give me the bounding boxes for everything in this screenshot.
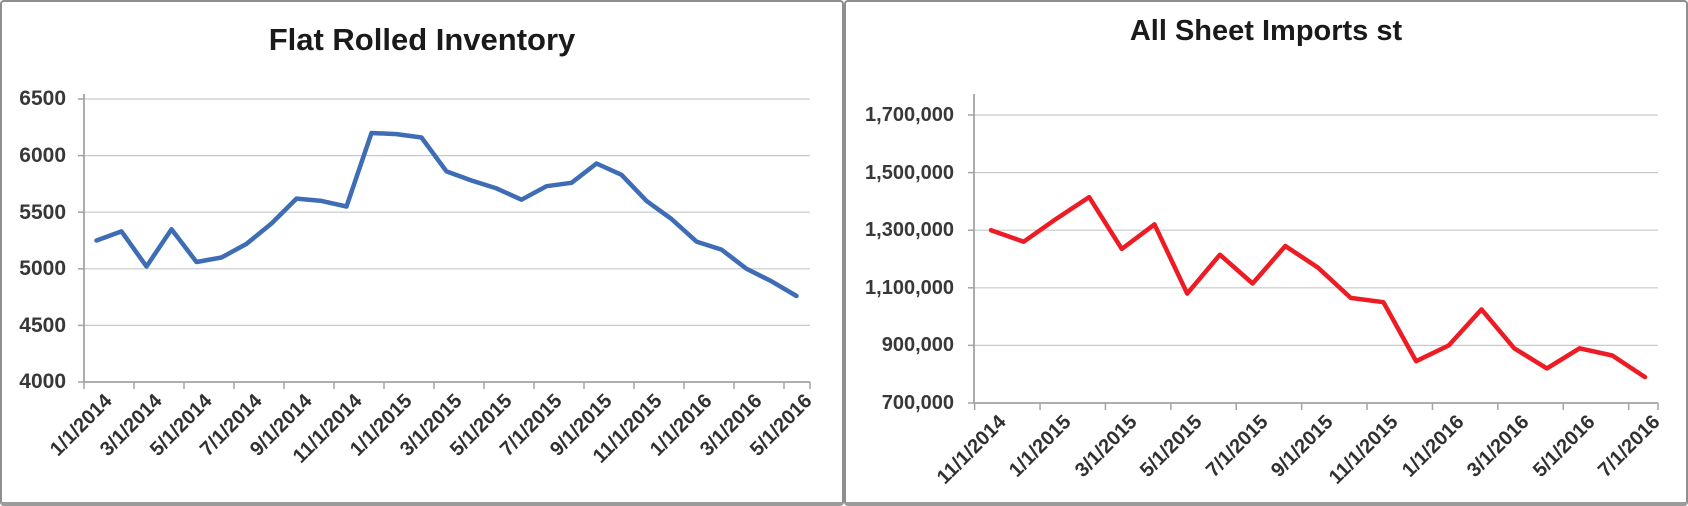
right-chart-panel: All Sheet Imports st 1,700,000 1,500,000 1… (844, 0, 1688, 506)
right-chart-svg (968, 94, 1659, 410)
y-axis-label: 1,500,000 (865, 161, 954, 184)
left-chart-plot-area: 6500 6000 5500 5000 4500 4000 1/1/2014 3/1/2014… (2, 2, 842, 502)
y-axis-label: 4000 (19, 370, 66, 394)
y-axis-label: 5500 (19, 200, 66, 224)
y-axis-label: 900,000 (881, 334, 954, 357)
right-chart-plot-area: 1,700,000 1,500,000 1,300,000 1,100,000 900,… (846, 2, 1686, 502)
y-axis-label: 6000 (19, 144, 66, 168)
left-chart-panel: Flat Rolled Inventory 6500 6000 5500 5000 45… (0, 0, 844, 506)
y-axis-label: 1,700,000 (865, 104, 954, 126)
right-chart-series-line (988, 194, 1648, 380)
right-chart-title: All Sheet Imports st (1129, 15, 1403, 47)
y-axis-label: 5000 (19, 257, 66, 281)
y-axis-label: 4500 (19, 313, 66, 337)
left-chart-svg (78, 94, 811, 389)
y-axis-label: 6500 (19, 87, 66, 111)
y-axis-label: 1,300,000 (865, 219, 954, 242)
left-chart-series-line (94, 130, 799, 299)
y-axis-label: 700,000 (881, 392, 954, 414)
left-chart-title: Flat Rolled Inventory (268, 22, 576, 57)
y-axis-label: 1,100,000 (865, 276, 954, 299)
